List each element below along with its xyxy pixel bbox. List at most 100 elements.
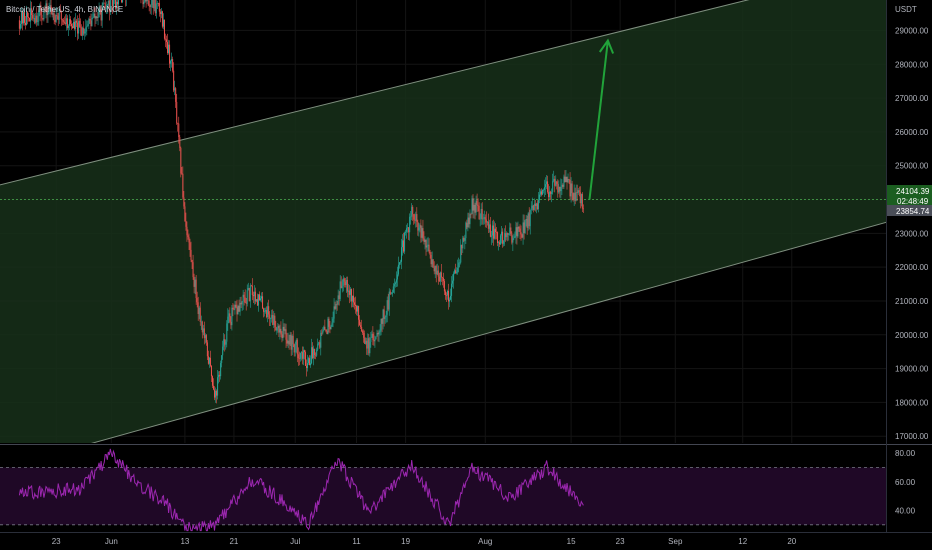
candle [35, 12, 37, 25]
candle [315, 352, 317, 360]
candle [178, 116, 180, 144]
candle [263, 307, 265, 318]
candle [241, 301, 243, 311]
crosshair-tag-bg [887, 205, 932, 216]
channel-lower-line[interactable] [0, 219, 900, 475]
candle [176, 93, 178, 125]
candle [101, 2, 103, 28]
candle [197, 296, 199, 321]
candle [26, 5, 28, 26]
candle [184, 202, 186, 222]
candle [561, 179, 563, 196]
candle [421, 225, 423, 243]
time-axis[interactable]: 23 Jun 13 21 Jul 11 19 Aug 15 23 Sep 12 20 [0, 532, 932, 547]
candle [170, 59, 172, 72]
price-tags: 24104.39 02:48:49 23854.74 [887, 185, 932, 216]
candle [550, 190, 552, 201]
candle [371, 330, 373, 338]
candle [344, 278, 346, 288]
candle [283, 323, 285, 338]
candle [151, 0, 153, 8]
candle [508, 233, 510, 241]
candle [205, 333, 207, 346]
x-tick-label: Aug [478, 537, 492, 546]
candle [284, 323, 286, 335]
candle [486, 221, 488, 226]
candle [332, 311, 334, 328]
candle [275, 320, 277, 331]
candle [492, 219, 494, 246]
candle [568, 178, 570, 184]
candle [387, 293, 389, 312]
candle [425, 239, 427, 256]
candle [544, 179, 546, 198]
candle [572, 192, 574, 202]
candle [367, 333, 369, 356]
candle [291, 334, 293, 356]
rsi-pane[interactable] [0, 446, 886, 532]
candle [48, 2, 50, 15]
candle [573, 184, 575, 206]
candle [543, 188, 545, 194]
candle [577, 188, 579, 195]
candle [494, 223, 496, 240]
candle [50, 0, 52, 15]
channel-upper-line[interactable] [0, 0, 900, 190]
price-pane[interactable]: Bitcoin / TetherUS, 4h, BINANCE [0, 0, 900, 474]
candle [83, 21, 85, 36]
candle [96, 12, 98, 22]
candle [384, 315, 386, 324]
candle [396, 266, 398, 287]
candle [393, 278, 395, 294]
candle [206, 340, 208, 360]
price-tag: 24104.39 [896, 187, 930, 196]
candle [67, 24, 69, 37]
candle [502, 228, 504, 248]
candle [570, 177, 572, 203]
candle [455, 263, 457, 274]
candle [428, 238, 430, 254]
candle [438, 272, 440, 282]
candle [381, 318, 383, 333]
candle [485, 211, 487, 228]
candle [357, 305, 359, 316]
candle [148, 0, 150, 12]
rsi-line [18, 448, 584, 532]
x-tick-label: 21 [229, 537, 238, 546]
candle [557, 179, 559, 198]
price-axis[interactable]: USDT 29000.00 28000.00 27000.00 26000.00 250… [886, 0, 932, 532]
candle [437, 265, 439, 285]
candle [382, 308, 384, 330]
projection-arrow[interactable] [588, 38, 615, 200]
candle [63, 16, 65, 25]
candle [155, 0, 157, 19]
candle [21, 10, 23, 31]
candle [54, 14, 56, 26]
candle [546, 175, 548, 190]
candle [487, 213, 489, 233]
candle [505, 225, 507, 242]
candle [78, 17, 80, 39]
candle [535, 202, 537, 214]
candle [480, 203, 482, 225]
candle [349, 287, 351, 302]
candle [207, 350, 209, 365]
candle [66, 15, 68, 30]
candle [142, 0, 144, 9]
candle [462, 235, 464, 253]
candle [383, 305, 385, 327]
candle [73, 18, 75, 29]
candle [420, 219, 422, 243]
candle [105, 1, 107, 15]
candle [196, 291, 198, 308]
candle [386, 296, 388, 323]
candle [318, 341, 320, 346]
candle [126, 0, 127, 7]
candle [313, 345, 315, 366]
y-tick-label: 22000.00 [895, 263, 929, 272]
candle [498, 240, 500, 251]
candle [33, 12, 35, 22]
candle [172, 56, 174, 73]
candle [111, 0, 113, 14]
